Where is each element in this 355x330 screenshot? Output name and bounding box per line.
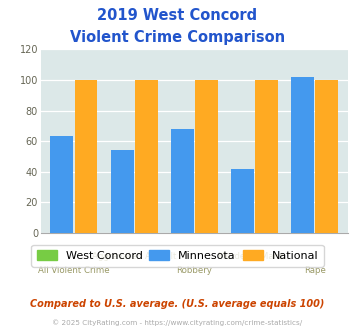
Bar <box>111 150 133 233</box>
Bar <box>171 129 194 233</box>
Bar <box>75 80 97 233</box>
Text: © 2025 CityRating.com - https://www.cityrating.com/crime-statistics/: © 2025 CityRating.com - https://www.city… <box>53 319 302 326</box>
Text: All Violent Crime: All Violent Crime <box>38 266 110 275</box>
Bar <box>255 80 278 233</box>
Text: 2019 West Concord: 2019 West Concord <box>97 8 258 23</box>
Text: Aggravated Assault: Aggravated Assault <box>92 252 176 261</box>
Bar <box>135 80 158 233</box>
Text: Murder & Mans...: Murder & Mans... <box>218 252 291 261</box>
Text: Compared to U.S. average. (U.S. average equals 100): Compared to U.S. average. (U.S. average … <box>30 299 325 309</box>
Bar <box>291 77 314 233</box>
Bar <box>50 137 73 233</box>
Text: Robbery: Robbery <box>176 266 212 275</box>
Bar <box>195 80 218 233</box>
Bar <box>315 80 338 233</box>
Legend: West Concord, Minnesota, National: West Concord, Minnesota, National <box>31 245 324 267</box>
Text: Rape: Rape <box>304 266 326 275</box>
Bar <box>231 169 254 233</box>
Text: Violent Crime Comparison: Violent Crime Comparison <box>70 30 285 45</box>
